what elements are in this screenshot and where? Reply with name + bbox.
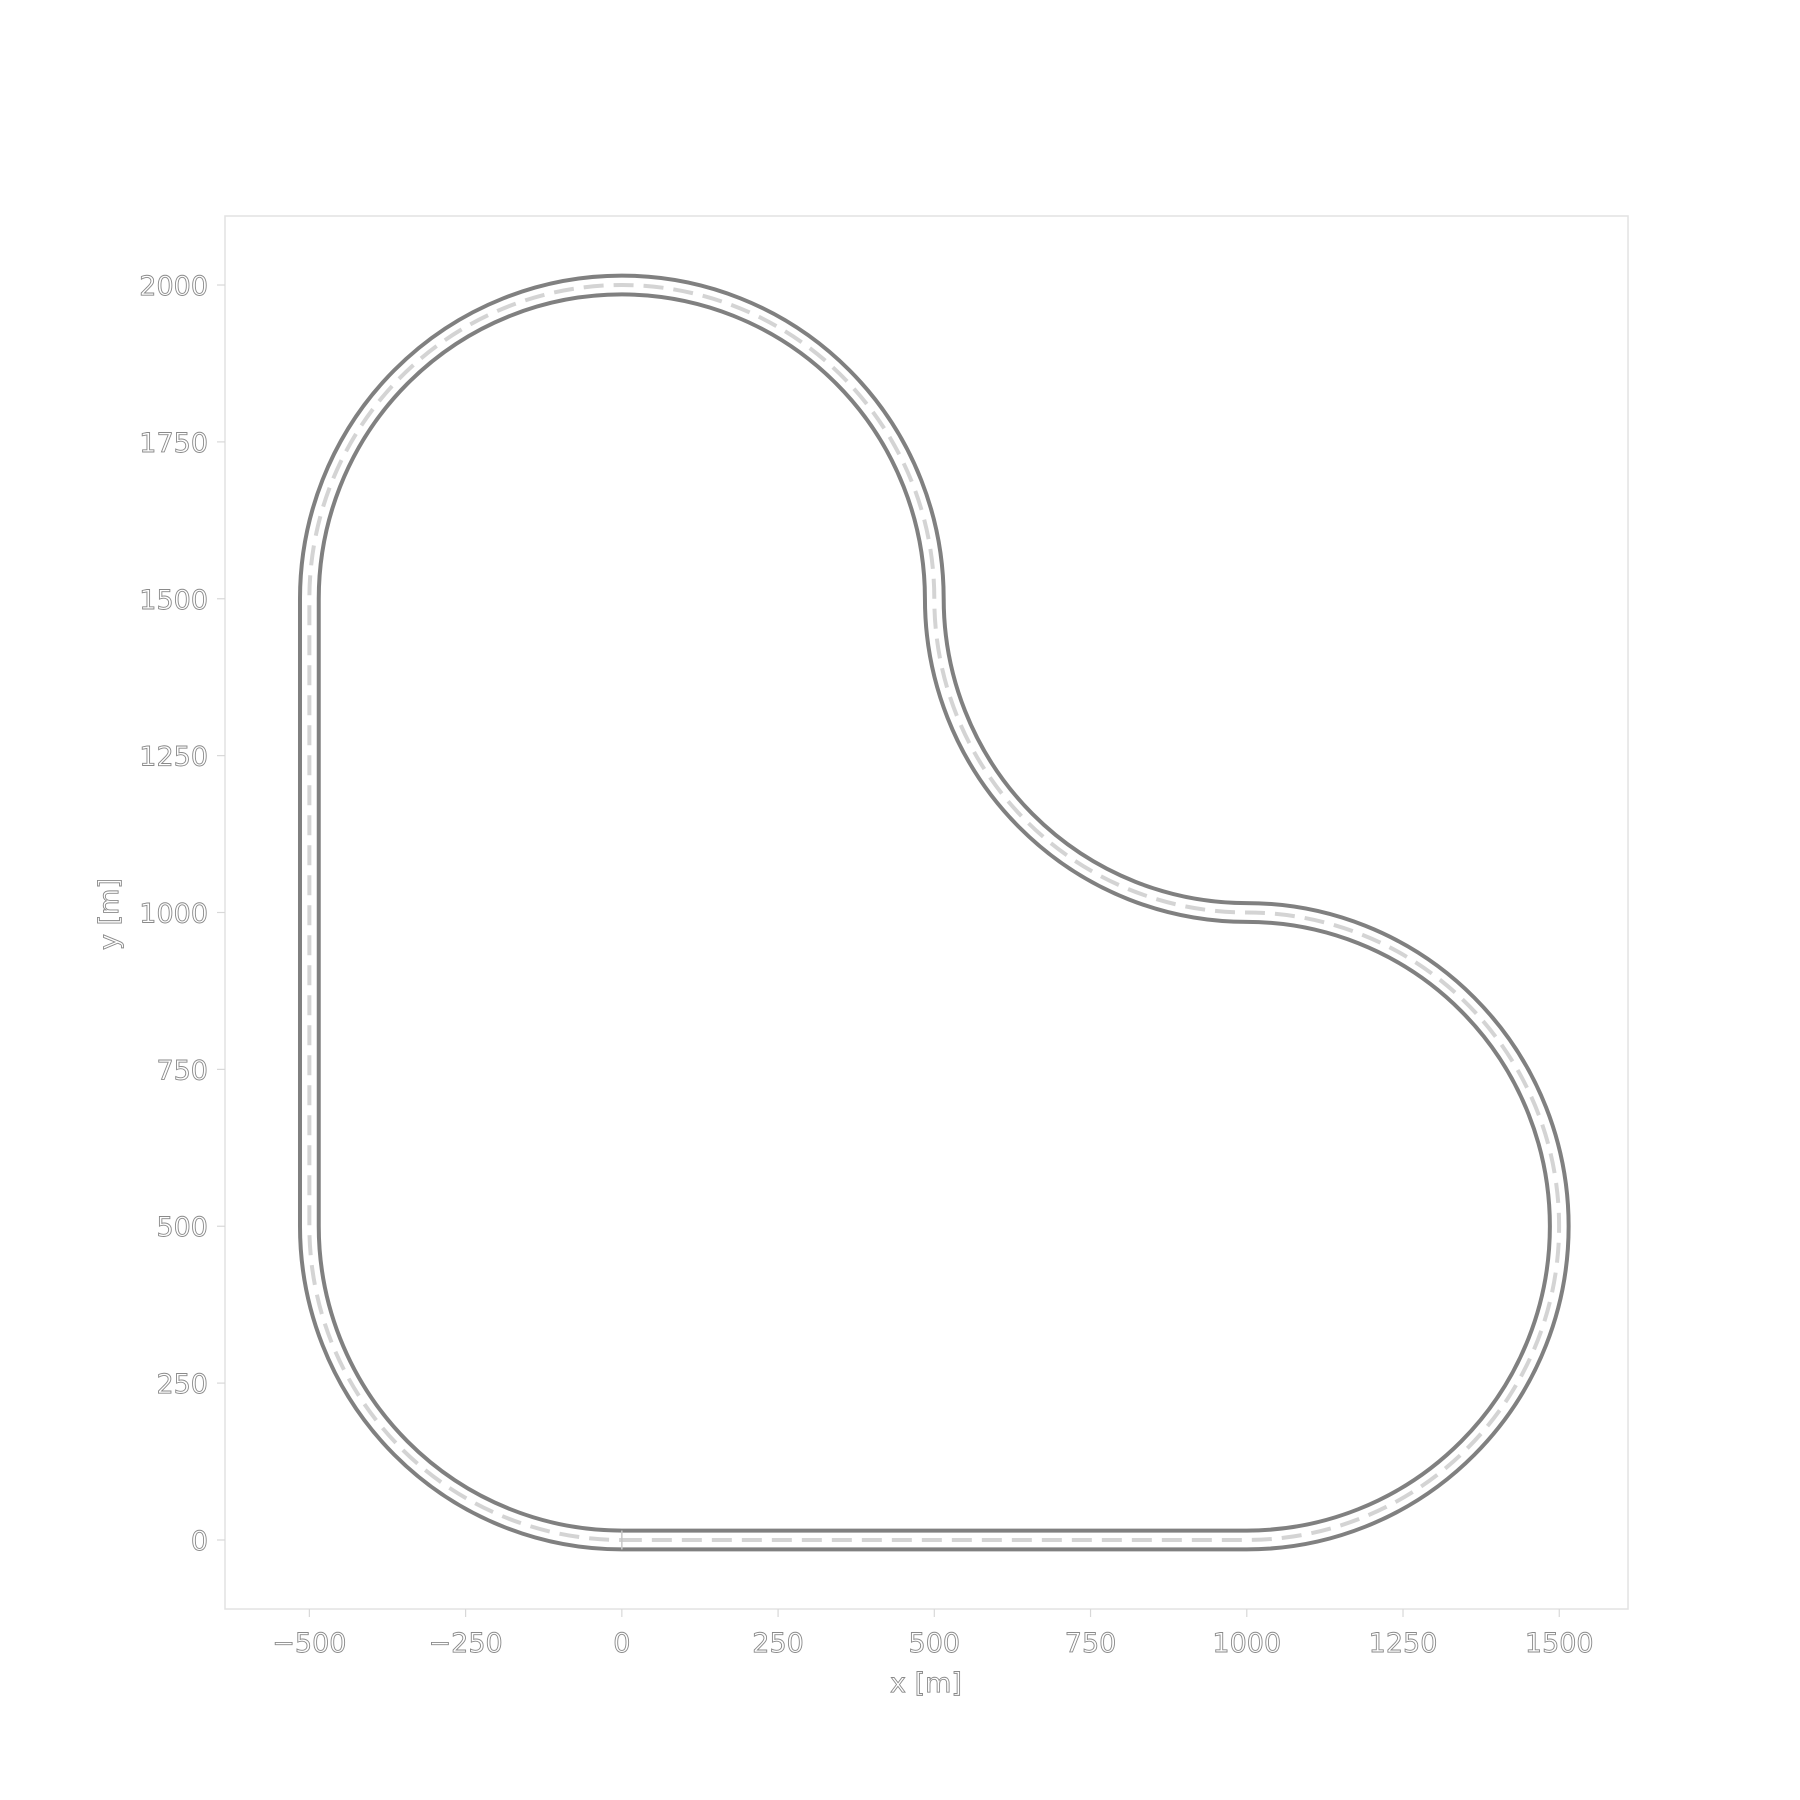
inner-edge-line [316, 292, 1552, 1533]
x-tick-label: 1500 [1525, 1628, 1594, 1659]
x-axis-label: x [m] [890, 1668, 962, 1699]
y-axis-ticks: 0 250 500 750 1000 1250 1500 1750 2000 [139, 271, 225, 1557]
outer-edge-line [297, 273, 1571, 1552]
y-tick-label: 250 [156, 1369, 208, 1400]
y-tick-label: 1750 [139, 428, 208, 459]
y-tick-label: 1500 [139, 585, 208, 616]
x-axis-ticks: −500 −250 0 250 500 750 1000 1250 1500 [272, 1609, 1594, 1659]
x-tick-label: 1000 [1212, 1628, 1281, 1659]
x-tick-label: 250 [752, 1628, 804, 1659]
y-tick-label: 750 [156, 1055, 208, 1086]
x-tick-label: 0 [613, 1628, 630, 1659]
plot-frame [224, 215, 1629, 1610]
y-tick-label: 1000 [139, 899, 208, 930]
track-layer [297, 273, 1571, 1552]
y-tick-label: 1250 [139, 742, 208, 773]
x-tick-label: 750 [1065, 1628, 1117, 1659]
x-tick-label: 500 [909, 1628, 961, 1659]
x-tick-label: 1250 [1369, 1628, 1438, 1659]
y-tick-label: 0 [191, 1526, 208, 1557]
y-axis-label: y [m] [94, 878, 125, 950]
y-tick-label: 500 [156, 1212, 208, 1243]
x-tick-label: −250 [429, 1628, 503, 1659]
y-tick-label: 2000 [139, 271, 208, 302]
x-tick-label: −500 [272, 1628, 346, 1659]
centerline-line [307, 283, 1562, 1542]
